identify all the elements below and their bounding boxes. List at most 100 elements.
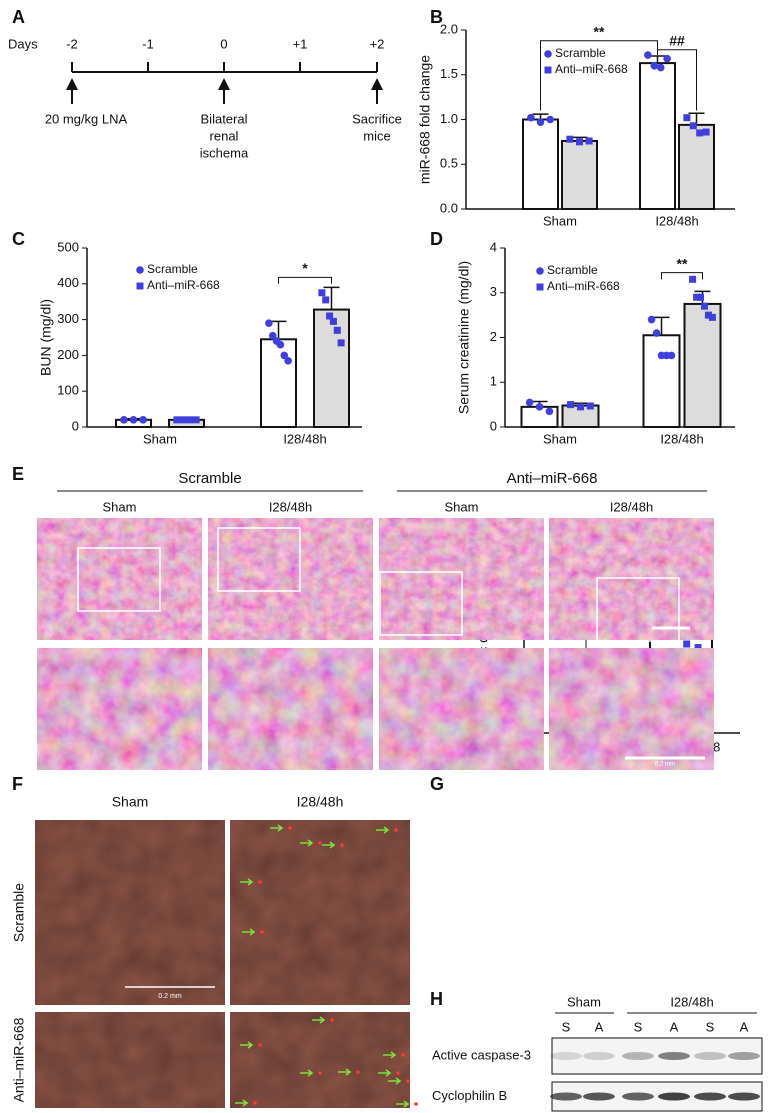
pointer-arrow (378, 1069, 392, 1077)
panel-label: D (430, 229, 443, 249)
zoom-box (379, 571, 463, 636)
error-bar (649, 55, 666, 64)
y-tick-label: 2.0 (440, 21, 458, 36)
pointer-arrow (270, 824, 284, 832)
group-label: I28/48h (670, 994, 713, 1009)
data-point (694, 644, 702, 652)
pointer-arrow (376, 826, 390, 834)
pointer-arrow (240, 878, 254, 886)
y-tick-label: 0 (490, 418, 497, 433)
legend-label: Scramble (147, 262, 198, 276)
y-axis-label: miR-668 fold change (417, 55, 433, 184)
pointer-arrow (388, 1077, 402, 1085)
data-point (567, 401, 575, 409)
data-point (322, 296, 330, 304)
blot-band (622, 1052, 654, 1060)
lane-label: A (670, 1019, 679, 1034)
pointer-arrow (240, 1041, 254, 1049)
group-label: Scramble (178, 470, 241, 487)
data-point (129, 416, 138, 424)
significance-label: ** (677, 255, 688, 271)
data-point (192, 416, 200, 424)
histology-image (37, 518, 202, 640)
panel-label: F (12, 774, 23, 794)
apoptotic-cell (340, 843, 344, 847)
apoptotic-cell (414, 1102, 418, 1106)
row-label: Scramble (11, 883, 27, 942)
apoptotic-cell (356, 1070, 360, 1074)
blot-band (550, 1052, 582, 1060)
legend-marker (136, 282, 144, 290)
legend-label: Scramble (547, 263, 598, 277)
data-point (318, 289, 326, 297)
event-label: mice (363, 128, 390, 143)
apoptotic-cell (288, 826, 292, 830)
significance-label: ** (594, 23, 605, 39)
y-tick-label: 4 (490, 239, 497, 254)
x-tick-label: I28/48h (283, 431, 326, 446)
data-point (652, 329, 661, 337)
panel-label: C (12, 229, 25, 249)
data-point (585, 137, 593, 145)
bar (683, 302, 722, 428)
data-point (337, 339, 345, 347)
histology-zoom (208, 648, 373, 770)
significance-bracket (278, 276, 332, 284)
significance-bracket (661, 272, 703, 280)
pointer-arrow (235, 1099, 249, 1107)
bar (313, 308, 350, 428)
y-tick-label: 3 (490, 284, 497, 299)
day-label: +1 (293, 36, 308, 51)
data-point (265, 319, 273, 327)
data-point (708, 313, 716, 321)
data-point (268, 331, 277, 340)
histology-image (208, 518, 373, 640)
blot-frame (551, 1037, 763, 1075)
row-label: Anti–miR-668 (11, 1017, 27, 1102)
data-point (683, 114, 691, 122)
histology-zoom (37, 648, 202, 770)
data-point (329, 317, 337, 325)
fluorescence-image (35, 1012, 225, 1108)
blot-band (694, 1092, 726, 1101)
pointer-arrow (338, 1068, 352, 1076)
blot-band (694, 1052, 726, 1060)
y-tick-label: 1.5 (440, 66, 458, 81)
lane-label: S (562, 1019, 571, 1034)
day-label: +2 (370, 36, 385, 51)
event-label: Bilateral (201, 111, 248, 126)
significance-label: * (302, 260, 308, 276)
data-point (280, 351, 289, 360)
data-point (525, 398, 534, 407)
data-point (545, 407, 554, 416)
data-point (173, 416, 181, 424)
event-label: Sacrifice (352, 111, 402, 126)
data-point (704, 311, 712, 319)
y-tick-label: 0 (72, 418, 79, 433)
column-label: Sham (112, 794, 149, 810)
lane-label: A (740, 1019, 749, 1034)
lane-label: S (706, 1019, 715, 1034)
pointer-arrow (322, 841, 336, 849)
apoptotic-cell (318, 841, 322, 845)
condition-label: Sham (103, 499, 137, 514)
legend-marker (544, 50, 552, 58)
y-tick-label: 400 (57, 275, 79, 290)
error-bar (270, 320, 287, 340)
data-point (697, 293, 705, 301)
error-bar (653, 316, 670, 336)
panel-label: E (12, 464, 24, 484)
data-point (586, 402, 594, 410)
event-label: renal (210, 128, 239, 143)
y-tick-label: 200 (57, 347, 79, 362)
legend-marker (536, 267, 544, 275)
y-tick-label: 0.0 (440, 200, 458, 215)
lane-label: A (595, 1019, 604, 1034)
data-point (647, 315, 656, 324)
group-label: Sham (567, 994, 601, 1009)
data-point (139, 416, 147, 424)
data-point (284, 356, 292, 365)
apoptotic-cell (253, 1101, 257, 1105)
pointer-arrow (242, 928, 256, 936)
